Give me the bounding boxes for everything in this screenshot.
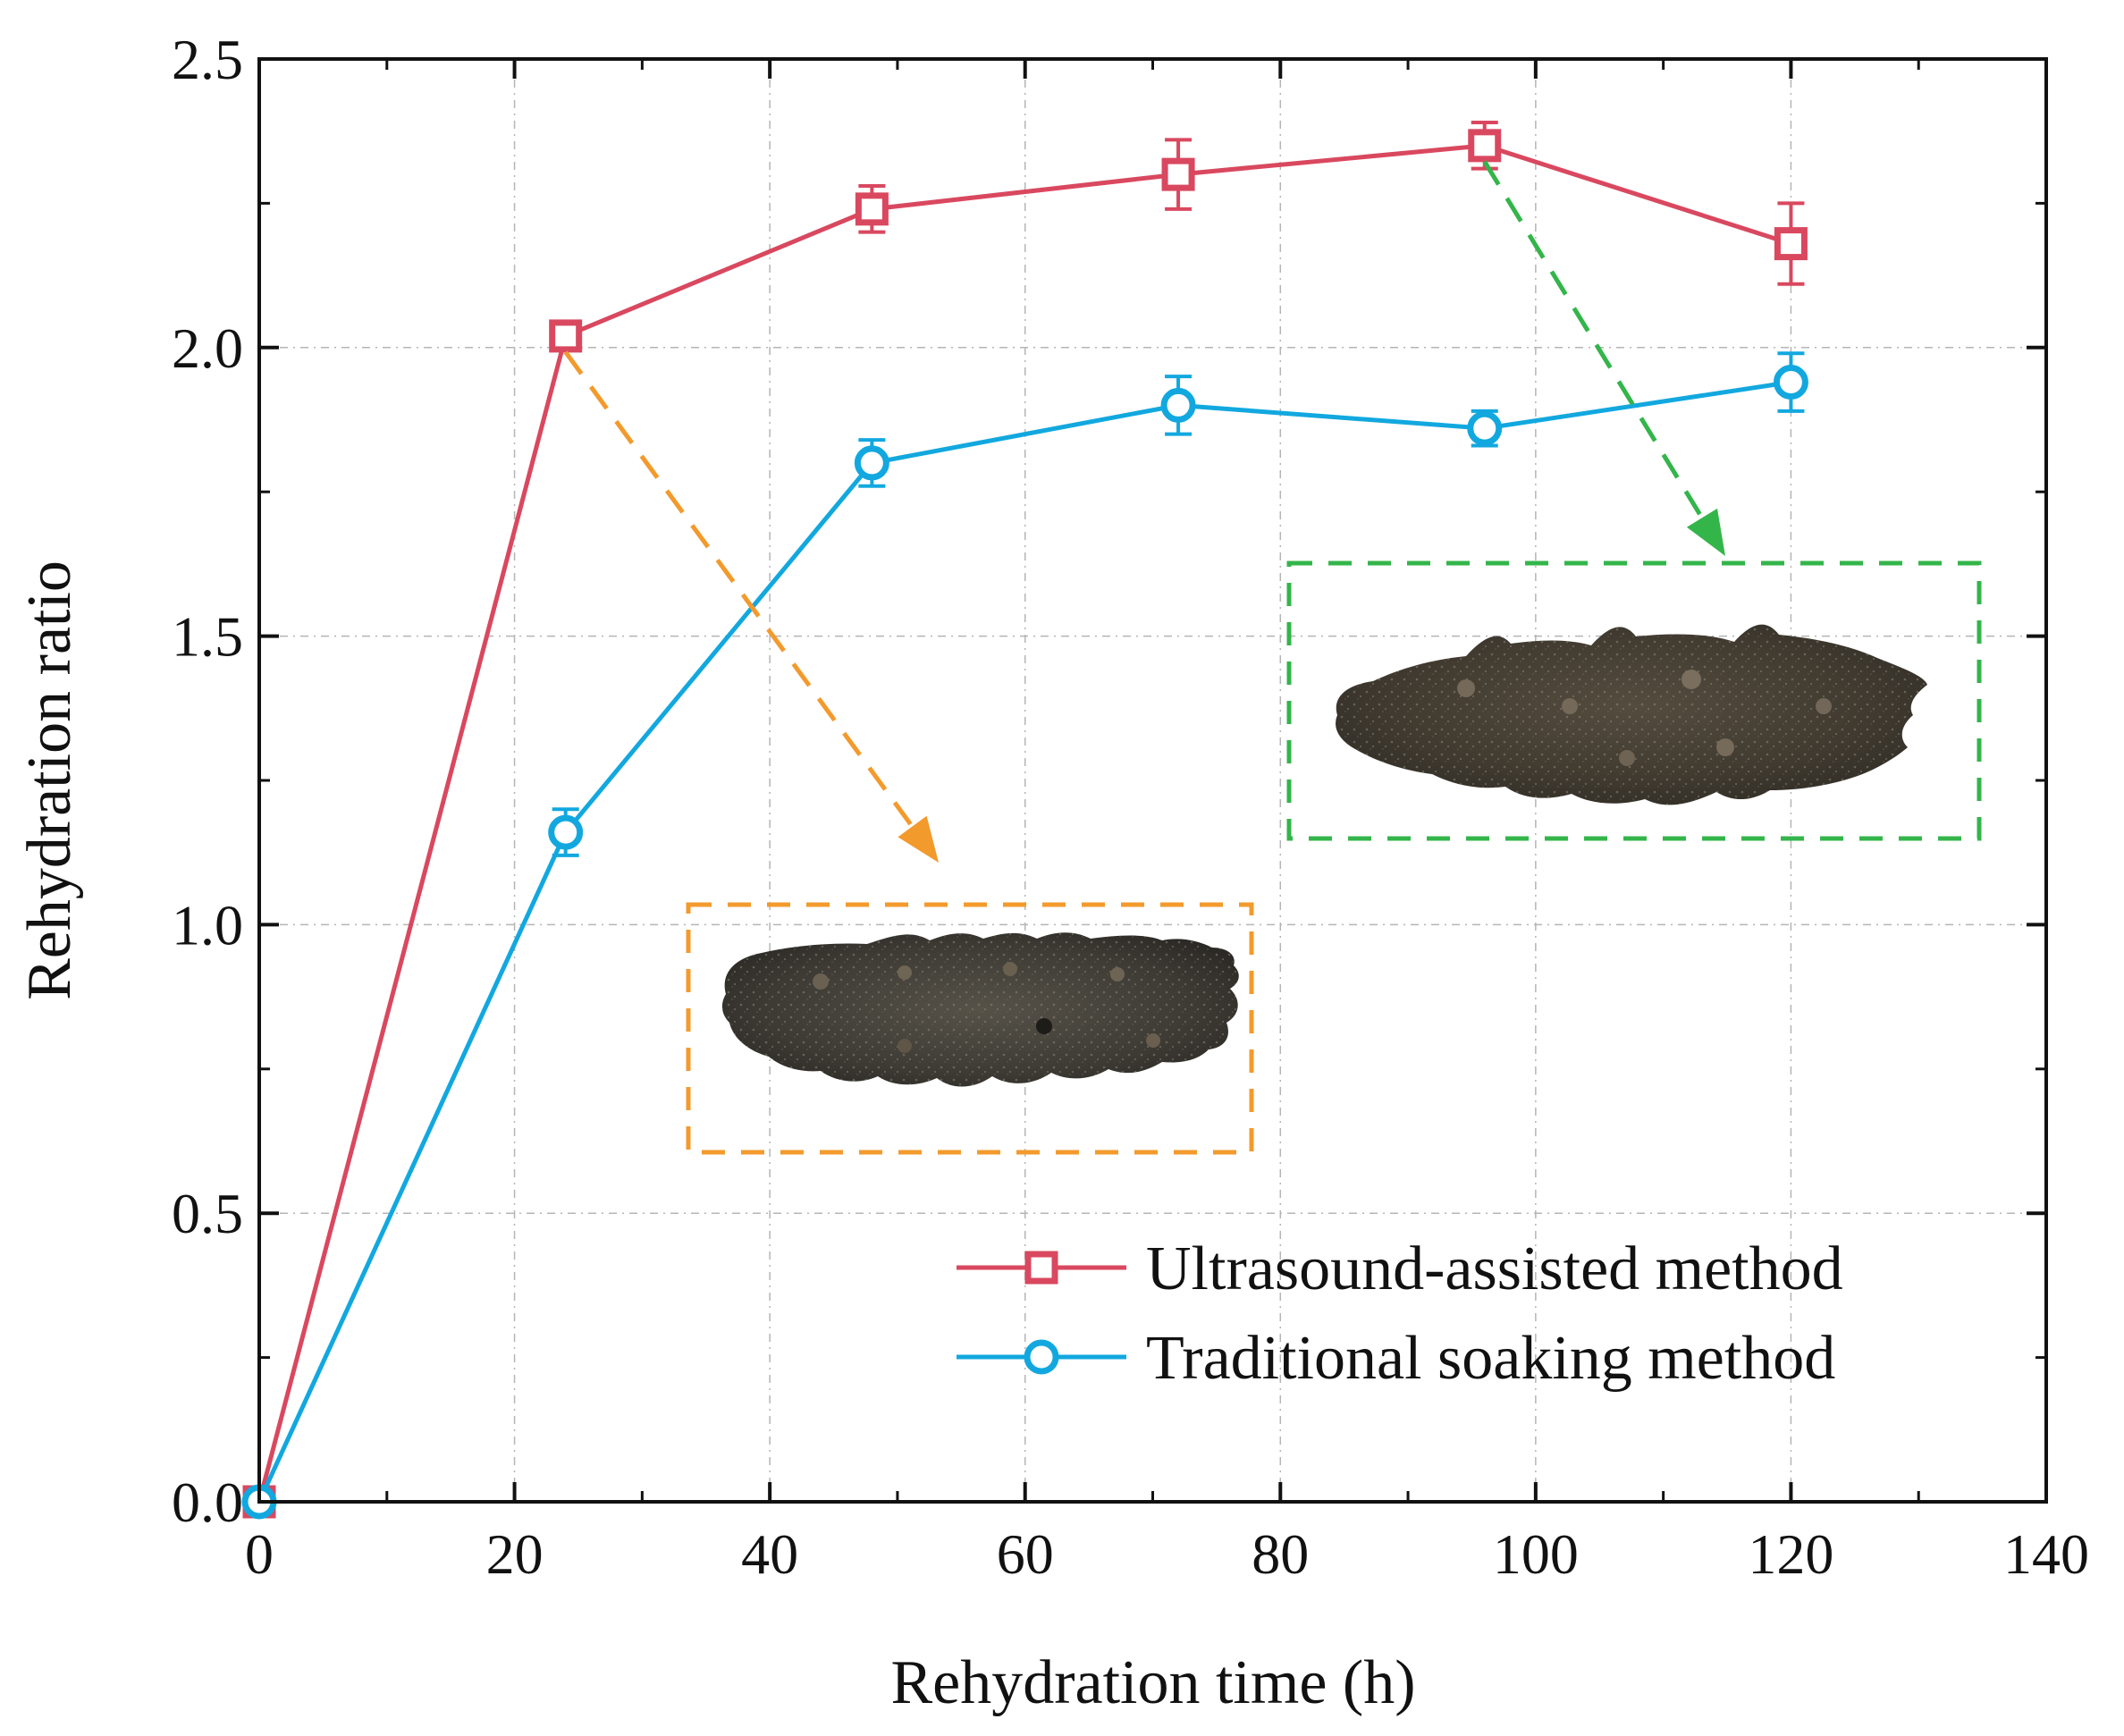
x-axis-title: Rehydration time (h) (890, 1648, 1415, 1717)
axis-ticks: 0 20 40 60 80 100 120 140 0.0 0.5 1.0 1.5 2.0 2.5 (172, 28, 2089, 1586)
y-tick-label-5: 2.5 (172, 28, 243, 91)
data-point-1-3 (1160, 387, 1196, 423)
x-tick-label-4: 80 (1252, 1522, 1309, 1586)
legend-label-1: Traditional soaking method (1146, 1324, 1835, 1393)
data-point-1-5 (1773, 365, 1808, 400)
sea-cucumber-photo-green (1336, 624, 1927, 805)
data-point-0-3 (1161, 157, 1195, 191)
x-tick-label-6: 120 (1748, 1522, 1833, 1586)
data-point-1-1 (548, 814, 584, 850)
data-point-1-2 (854, 445, 889, 481)
annotation-arrows (563, 160, 1725, 863)
x-tick-label-5: 100 (1493, 1522, 1579, 1586)
x-tick-label-7: 140 (2003, 1522, 2089, 1586)
annotation-arrow-head-0 (898, 815, 939, 863)
inset-frame-orange (686, 902, 1254, 1155)
y-axis-title: Rehydration ratio (15, 560, 84, 1000)
y-tick-label-4: 2.0 (172, 316, 243, 380)
x-tick-label-2: 40 (741, 1522, 798, 1586)
data-point-0-5 (1774, 227, 1808, 261)
y-tick-label-1: 0.5 (172, 1182, 243, 1245)
legend-marker-0 (1024, 1251, 1058, 1285)
annotation-arrow-line-1 (1482, 160, 1705, 519)
inset-photo-orange (686, 902, 1254, 1155)
legend: Ultrasound-assisted method Traditional so… (957, 1235, 1843, 1393)
data-point-0-1 (549, 319, 583, 353)
x-tick-label-0: 0 (245, 1522, 274, 1586)
data-point-0-2 (855, 192, 889, 226)
y-tick-label-3: 1.5 (172, 605, 243, 669)
annotation-arrow-line-0 (563, 350, 914, 829)
data-point-1-4 (1467, 410, 1503, 446)
sea-cucumber-photo-orange (721, 932, 1239, 1087)
inset-photo-green (1286, 560, 1982, 841)
x-tick-label-3: 60 (997, 1522, 1054, 1586)
legend-label-0: Ultrasound-assisted method (1146, 1235, 1843, 1303)
series-line-0 (257, 143, 1792, 1503)
x-tick-label-1: 20 (486, 1522, 544, 1586)
y-tick-label-0: 0.0 (172, 1471, 243, 1534)
series-line-1 (257, 380, 1791, 1504)
data-point-0-4 (1468, 129, 1502, 163)
legend-marker-1 (1024, 1339, 1059, 1375)
inset-frame-green (1286, 560, 1982, 841)
y-tick-label-2: 1.0 (172, 893, 243, 956)
annotation-arrow-head-1 (1686, 508, 1725, 556)
